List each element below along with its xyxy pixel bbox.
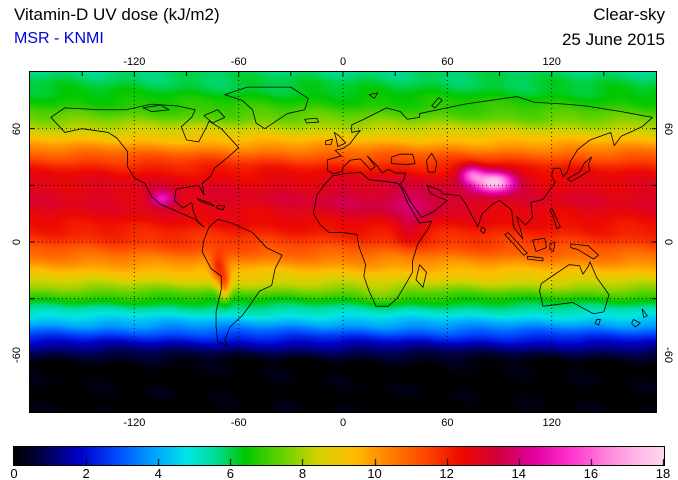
- x-axis-tick-label-bottom: 120: [542, 417, 561, 429]
- colorbar-tick-label: 18: [655, 466, 671, 480]
- y-axis-tick-label-left: 0: [11, 238, 23, 246]
- y-axis-tick-label-left: 60: [11, 122, 23, 135]
- map-heatmap: [30, 72, 656, 412]
- x-axis-tick-label-bottom: -60: [230, 417, 247, 429]
- page-title: Vitamin-D UV dose (kJ/m2): [14, 5, 220, 24]
- x-axis-tick-label-bottom: 0: [339, 417, 347, 429]
- y-axis-tick-label-right: 60: [662, 122, 674, 135]
- condition-label: Clear-sky: [593, 5, 665, 24]
- colorbar-tick-label: 10: [367, 466, 382, 480]
- x-axis-tick-label-top: 0: [339, 56, 347, 68]
- colorbar-labels: 0 2 4 6 8 10 12 14 16 18: [0, 466, 678, 480]
- colorbar-tick-label: 12: [439, 466, 454, 480]
- colorbar-tick-label: 0: [10, 466, 18, 480]
- colorbar-tick-label: 6: [226, 466, 234, 480]
- colorbar-tick-label: 4: [154, 466, 162, 480]
- colorbar-tick-label: 2: [82, 466, 90, 480]
- colorbar-gradient: [14, 447, 664, 465]
- map-frame: [29, 71, 657, 413]
- x-axis-tick-label-bottom: -120: [123, 417, 146, 429]
- colorbar-tick-label: 16: [583, 466, 599, 480]
- y-axis-tick-label-right: -60: [662, 347, 674, 364]
- x-axis-tick-label-bottom: 60: [441, 417, 454, 429]
- y-axis-tick-label-right: 0: [662, 238, 674, 246]
- colorbar: [13, 446, 665, 466]
- x-axis-tick-label-top: -60: [230, 56, 247, 68]
- x-axis-tick-label-top: -120: [123, 56, 146, 68]
- header-right: Clear-sky 25 June 2015: [562, 5, 665, 50]
- colorbar-tick-label: 8: [298, 466, 307, 480]
- y-axis-tick-label-left: -60: [11, 347, 23, 364]
- x-axis-tick-label-top: 120: [542, 56, 561, 68]
- colorbar-tick-label: 14: [511, 466, 526, 480]
- date-label: 25 June 2015: [561, 30, 665, 49]
- map-source: MSR - KNMI: [14, 30, 104, 47]
- x-axis-tick-label-top: 60: [441, 56, 454, 68]
